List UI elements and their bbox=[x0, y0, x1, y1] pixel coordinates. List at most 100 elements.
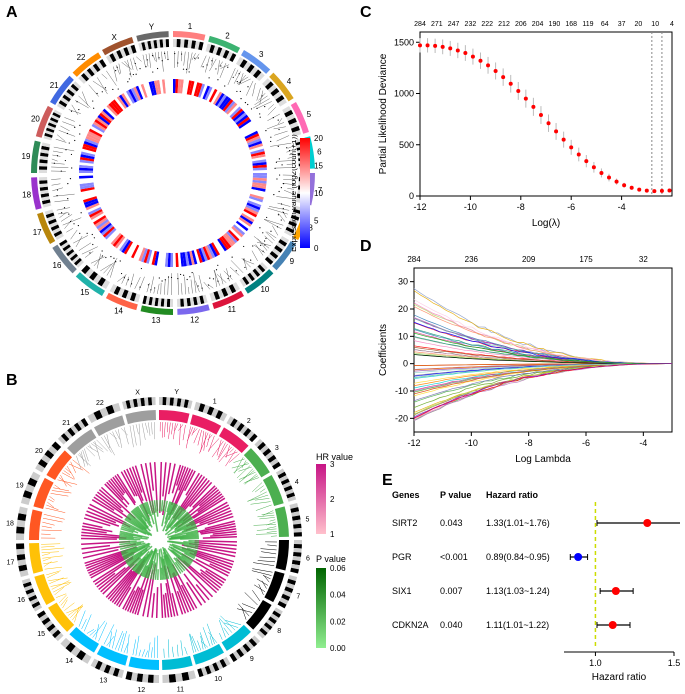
svg-text:236: 236 bbox=[465, 255, 479, 264]
svg-text:X: X bbox=[112, 33, 118, 42]
svg-text:11: 11 bbox=[177, 686, 184, 693]
svg-text:5: 5 bbox=[314, 217, 319, 226]
svg-text:10: 10 bbox=[398, 331, 408, 341]
svg-text:1.33(1.01~1.76): 1.33(1.01~1.76) bbox=[486, 518, 550, 528]
svg-text:Y: Y bbox=[149, 23, 155, 32]
svg-text:15: 15 bbox=[80, 288, 89, 297]
svg-text:SIX1: SIX1 bbox=[392, 586, 412, 596]
svg-text:Y: Y bbox=[174, 389, 179, 396]
svg-text:Partial Likelihood Deviance: Partial Likelihood Deviance bbox=[378, 53, 389, 174]
svg-text:2: 2 bbox=[330, 495, 335, 504]
panel-b-circos: 1213141516171819202122XY1234567891011 bbox=[4, 386, 314, 694]
svg-text:4: 4 bbox=[670, 21, 674, 28]
svg-text:1: 1 bbox=[213, 399, 217, 406]
svg-text:232: 232 bbox=[465, 21, 477, 28]
svg-text:-20: -20 bbox=[395, 413, 408, 423]
panel-c-label: C bbox=[360, 4, 372, 22]
svg-text:190: 190 bbox=[549, 21, 561, 28]
svg-text:0.043: 0.043 bbox=[440, 518, 463, 528]
svg-text:16: 16 bbox=[17, 597, 25, 604]
svg-text:14: 14 bbox=[114, 307, 123, 316]
svg-text:284: 284 bbox=[407, 255, 421, 264]
svg-text:Log(λ): Log(λ) bbox=[532, 218, 560, 229]
svg-text:17: 17 bbox=[33, 228, 42, 237]
svg-text:10: 10 bbox=[214, 676, 222, 683]
svg-text:0.007: 0.007 bbox=[440, 586, 463, 596]
svg-text:Expression value (log2(count+1: Expression value (log2(count+1)) bbox=[292, 134, 298, 252]
svg-text:284: 284 bbox=[414, 21, 426, 28]
svg-text:1: 1 bbox=[188, 22, 193, 31]
svg-text:119: 119 bbox=[582, 21, 593, 28]
svg-text:0.00: 0.00 bbox=[330, 644, 346, 653]
svg-text:Log Lambda: Log Lambda bbox=[515, 454, 571, 465]
svg-text:Hazard ratio: Hazard ratio bbox=[592, 672, 647, 683]
svg-text:-10: -10 bbox=[395, 386, 408, 396]
svg-text:64: 64 bbox=[601, 21, 609, 28]
svg-text:20: 20 bbox=[31, 115, 40, 124]
svg-text:212: 212 bbox=[498, 21, 510, 28]
svg-text:19: 19 bbox=[16, 482, 24, 489]
svg-text:12: 12 bbox=[137, 687, 145, 694]
svg-text:0: 0 bbox=[409, 191, 414, 201]
svg-text:1500: 1500 bbox=[394, 37, 414, 47]
svg-text:X: X bbox=[135, 390, 140, 397]
svg-text:32: 32 bbox=[639, 255, 648, 264]
panel-c-chart: -12-10-8-6-40500100015002842712472322222… bbox=[374, 12, 680, 230]
svg-text:4: 4 bbox=[287, 77, 292, 86]
svg-text:-4: -4 bbox=[618, 202, 626, 212]
svg-text:12: 12 bbox=[190, 315, 199, 324]
panel-e-forest: Genes P value Hazard ratio SIRT2 0.043 1.33(1… bbox=[388, 488, 680, 688]
panel-d-chart: -12-10-8-6-4-20-10010203028423620917532L… bbox=[374, 248, 680, 466]
svg-text:-6: -6 bbox=[582, 438, 590, 448]
svg-text:Hazard ratio: Hazard ratio bbox=[486, 490, 539, 500]
svg-text:209: 209 bbox=[522, 255, 536, 264]
svg-text:1: 1 bbox=[330, 530, 335, 539]
svg-text:2: 2 bbox=[225, 31, 230, 40]
svg-text:13: 13 bbox=[99, 677, 107, 684]
svg-text:10: 10 bbox=[260, 285, 269, 294]
svg-text:5: 5 bbox=[306, 517, 310, 524]
svg-text:0.06: 0.06 bbox=[330, 564, 346, 573]
svg-text:1.5: 1.5 bbox=[668, 658, 680, 668]
svg-text:PGR: PGR bbox=[392, 552, 412, 562]
svg-text:2: 2 bbox=[247, 418, 251, 425]
svg-text:1.0: 1.0 bbox=[589, 658, 602, 668]
svg-text:11: 11 bbox=[228, 305, 237, 314]
svg-text:1000: 1000 bbox=[394, 89, 414, 99]
svg-text:175: 175 bbox=[579, 255, 593, 264]
svg-text:10: 10 bbox=[651, 21, 659, 28]
svg-text:-8: -8 bbox=[525, 438, 533, 448]
svg-text:15: 15 bbox=[314, 162, 323, 171]
svg-text:271: 271 bbox=[431, 21, 443, 28]
svg-text:0.02: 0.02 bbox=[330, 617, 346, 626]
svg-text:3: 3 bbox=[275, 445, 279, 452]
svg-text:16: 16 bbox=[53, 261, 62, 270]
svg-text:168: 168 bbox=[565, 21, 577, 28]
svg-text:8: 8 bbox=[277, 628, 281, 635]
svg-text:22: 22 bbox=[96, 400, 104, 407]
svg-text:-4: -4 bbox=[639, 438, 647, 448]
svg-text:4: 4 bbox=[295, 479, 299, 486]
svg-text:18: 18 bbox=[6, 520, 14, 527]
panel-b-legend: HR value123P value0.000.020.040.06 bbox=[310, 450, 372, 670]
svg-text:3: 3 bbox=[330, 460, 335, 469]
svg-text:14: 14 bbox=[65, 658, 73, 665]
svg-text:22: 22 bbox=[77, 53, 86, 62]
svg-text:21: 21 bbox=[62, 420, 70, 427]
panel-a-circos: 12345678910111213141516171819202122XY bbox=[18, 18, 328, 328]
svg-text:15: 15 bbox=[37, 631, 45, 638]
svg-text:247: 247 bbox=[448, 21, 460, 28]
svg-text:19: 19 bbox=[22, 152, 31, 161]
svg-text:0: 0 bbox=[403, 359, 408, 369]
svg-text:HR value: HR value bbox=[316, 452, 353, 462]
svg-text:204: 204 bbox=[532, 21, 544, 28]
svg-text:20: 20 bbox=[35, 448, 43, 455]
svg-text:P value: P value bbox=[440, 490, 471, 500]
svg-text:37: 37 bbox=[618, 21, 626, 28]
svg-text:Genes: Genes bbox=[392, 490, 420, 500]
svg-text:-6: -6 bbox=[567, 202, 575, 212]
svg-text:7: 7 bbox=[296, 594, 300, 601]
svg-text:20: 20 bbox=[398, 304, 408, 314]
svg-text:21: 21 bbox=[50, 81, 59, 90]
svg-text:SIRT2: SIRT2 bbox=[392, 518, 417, 528]
